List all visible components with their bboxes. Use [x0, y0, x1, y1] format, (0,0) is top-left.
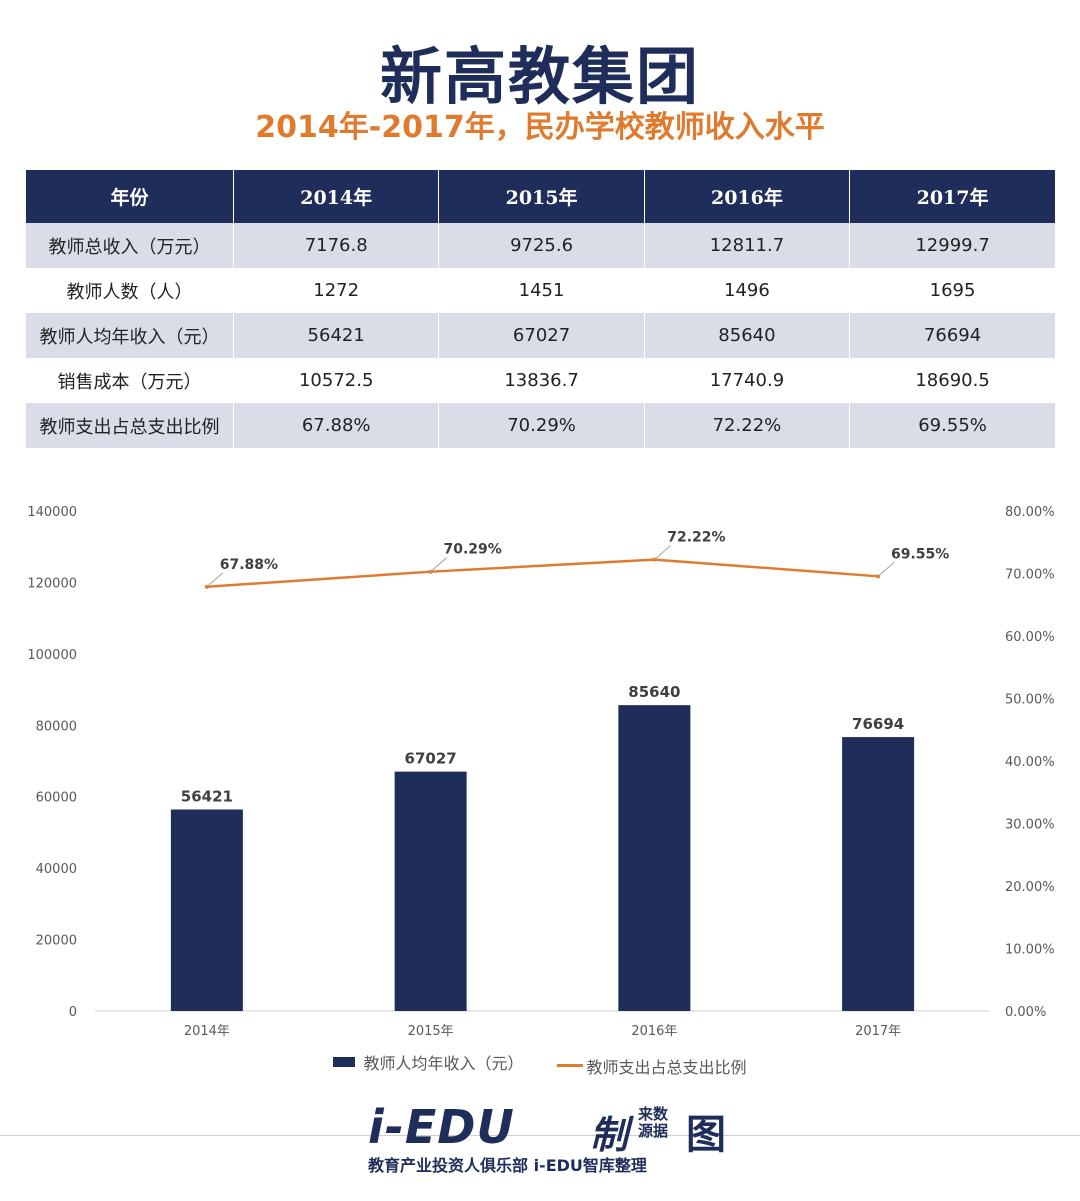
page-title: 新高教集团 — [379, 40, 700, 113]
legend-item-bar: 教师人均年收入（元） — [333, 1050, 523, 1074]
footer-divider — [0, 1135, 1080, 1136]
y-right-tick-label: 50.00% — [1005, 693, 1055, 708]
line-data-label: 70.29% — [443, 542, 501, 558]
table-cell: 85640 — [644, 313, 851, 358]
bar-2016年 — [618, 705, 691, 1011]
line-data-label: 67.88% — [220, 557, 278, 573]
y-right-tick-label: 30.00% — [1005, 818, 1055, 833]
x-tick-label: 2017年 — [855, 1024, 901, 1039]
bar-2017年 — [842, 737, 915, 1011]
x-tick-label: 2015年 — [408, 1024, 454, 1039]
y-right-tick-label: 80.00% — [1005, 505, 1055, 520]
y-left-tick-label: 120000 — [27, 576, 77, 591]
table-row: 教师人均年收入（元） 56421 67027 85640 76694 — [26, 313, 1055, 358]
line-data-label: 72.22% — [667, 530, 725, 546]
line-label-leader — [654, 545, 671, 561]
combo-chart: 0 20000 40000 60000 80000 100000 120000 140000 0… — [27, 505, 1055, 1039]
y-right-tick-label: 70.00% — [1005, 568, 1055, 583]
table-cell: 1496 — [644, 268, 851, 313]
y-left-tick-label: 140000 — [27, 505, 77, 520]
y-left-tick-label: 0 — [69, 1005, 77, 1020]
line-label-leader — [430, 557, 447, 573]
bar-2015年 — [394, 771, 467, 1011]
table-cell: 56421 — [233, 313, 440, 358]
bar-data-label: 67027 — [405, 750, 457, 768]
table-cell: 72.22% — [644, 403, 851, 448]
bar-data-label: 85640 — [628, 683, 680, 701]
table-cell: 76694 — [849, 313, 1055, 358]
logo-made: 制 — [590, 1113, 629, 1157]
table-cell: 9725.6 — [438, 223, 645, 268]
row-label: 销售成本（万元） — [26, 358, 234, 403]
row-label: 教师总收入（万元） — [26, 223, 234, 268]
legend-line-swatch — [556, 1064, 583, 1067]
table-cell: 67027 — [438, 313, 645, 358]
line-data-label: 69.55% — [891, 546, 949, 562]
chart-legend: 教师人均年收入（元） 教师支出占总支出比例 — [0, 1050, 1080, 1078]
logo-tagline: 教育产业投资人俱乐部 i-EDU智库整理 — [368, 1156, 647, 1175]
table-cell: 10572.5 — [233, 358, 440, 403]
table-cell: 1451 — [438, 268, 645, 313]
bar-data-label: 76694 — [852, 715, 904, 733]
row-label: 教师支出占总支出比例 — [26, 403, 234, 448]
x-tick-label: 2014年 — [184, 1024, 230, 1039]
table-header-cell: 2016年 — [644, 170, 851, 223]
table-cell: 7176.8 — [233, 223, 440, 268]
table-cell: 12999.7 — [849, 223, 1055, 268]
table-header-cell: 年份 — [26, 170, 234, 223]
table-row: 教师总收入（万元） 7176.8 9725.6 12811.7 12999.7 — [26, 223, 1055, 268]
table-header-cell: 2014年 — [233, 170, 440, 223]
table-header-cell: 2015年 — [438, 170, 645, 223]
bar-data-label: 56421 — [181, 787, 233, 805]
table-cell: 1272 — [233, 268, 440, 313]
y-right-tick-label: 20.00% — [1005, 880, 1055, 895]
table-cell: 70.29% — [438, 403, 645, 448]
legend-item-line: 教师支出占总支出比例 — [556, 1054, 747, 1078]
y-right-tick-label: 60.00% — [1005, 630, 1055, 645]
logo-tu: 图 — [686, 1112, 726, 1158]
data-table: 年份 2014年 2015年 2016年 2017年 教师总收入（万元） 717… — [26, 170, 1055, 448]
page-subtitle: 2014年-2017年，民办学校教师收入水平 — [255, 110, 825, 145]
table-cell: 69.55% — [849, 403, 1055, 448]
table-row: 销售成本（万元） 10572.5 13836.7 17740.9 18690.5 — [26, 358, 1055, 403]
table-row: 教师支出占总支出比例 67.88% 70.29% 72.22% 69.55% — [26, 403, 1055, 448]
table-cell: 13836.7 — [438, 358, 645, 403]
line-series-ratio — [206, 558, 879, 588]
y-left-tick-label: 40000 — [36, 862, 77, 877]
legend-line-label: 教师支出占总支出比例 — [586, 1057, 747, 1077]
table-header-row: 年份 2014年 2015年 2016年 2017年 — [26, 170, 1055, 223]
logo-brand: i-EDU — [368, 1100, 515, 1154]
table-cell: 12811.7 — [644, 223, 851, 268]
table-cell: 18690.5 — [849, 358, 1055, 403]
bar-2014年 — [170, 809, 243, 1011]
y-right-tick-label: 10.00% — [1005, 943, 1055, 958]
line-label-leader — [206, 572, 224, 588]
y-left-tick-label: 20000 — [36, 934, 77, 949]
table-cell: 17740.9 — [644, 358, 851, 403]
legend-bar-swatch — [333, 1057, 356, 1067]
y-left-tick-label: 100000 — [27, 648, 77, 663]
table-cell: 67.88% — [233, 403, 440, 448]
y-right-tick-label: 0.00% — [1005, 1005, 1046, 1020]
line-label-leader — [877, 561, 895, 577]
row-label: 教师人数（人） — [26, 268, 234, 313]
y-right-tick-label: 40.00% — [1005, 755, 1055, 770]
x-tick-label: 2016年 — [631, 1024, 677, 1039]
row-label: 教师人均年收入（元） — [26, 313, 234, 358]
table-header-cell: 2017年 — [849, 170, 1055, 223]
table-row: 教师人数（人） 1272 1451 1496 1695 — [26, 268, 1055, 313]
y-left-tick-label: 80000 — [36, 719, 77, 734]
legend-bar-label: 教师人均年收入（元） — [363, 1054, 524, 1073]
logo-source: 来数源据 — [638, 1105, 669, 1140]
table-cell: 1695 — [849, 268, 1055, 313]
i-edu-logo: i-EDU 制 来数源据 图 教育产业投资人俱乐部 i-EDU智库整理 — [368, 1100, 748, 1175]
y-left-tick-label: 60000 — [36, 791, 77, 806]
